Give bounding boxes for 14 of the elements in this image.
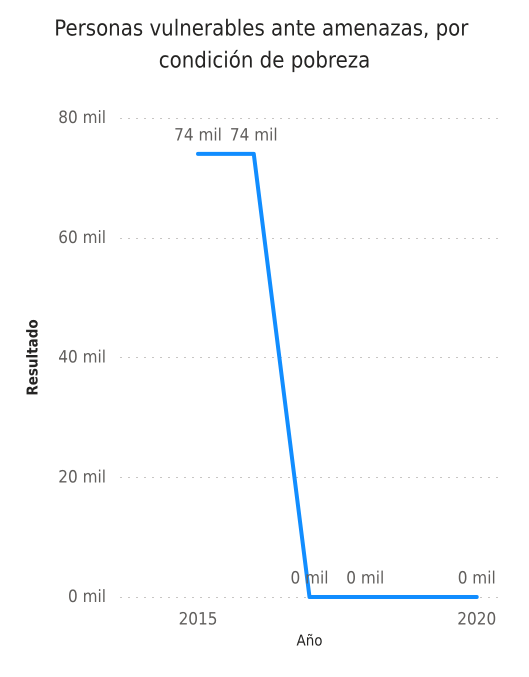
data-label: 0 mil (458, 568, 496, 588)
data-label: 0 mil (346, 568, 384, 588)
y-tick-label: 40 mil (58, 348, 106, 368)
chart-title: Personas vulnerables ante amenazas, por condición de pobreza (54, 16, 475, 74)
y-tick-label: 80 mil (58, 108, 106, 128)
x-tick-label: 2015 (178, 610, 218, 630)
data-label: 74 mil (174, 125, 222, 146)
y-tick-label: 20 mil (58, 467, 106, 488)
x-tick-label: 2020 (457, 610, 496, 630)
y-axis-title: Resultado (24, 319, 42, 396)
data-label: 74 mil (230, 125, 278, 146)
x-axis-title: Año (296, 631, 323, 650)
y-tick-label: 60 mil (58, 228, 106, 248)
y-tick-label: 0 mil (68, 587, 106, 607)
